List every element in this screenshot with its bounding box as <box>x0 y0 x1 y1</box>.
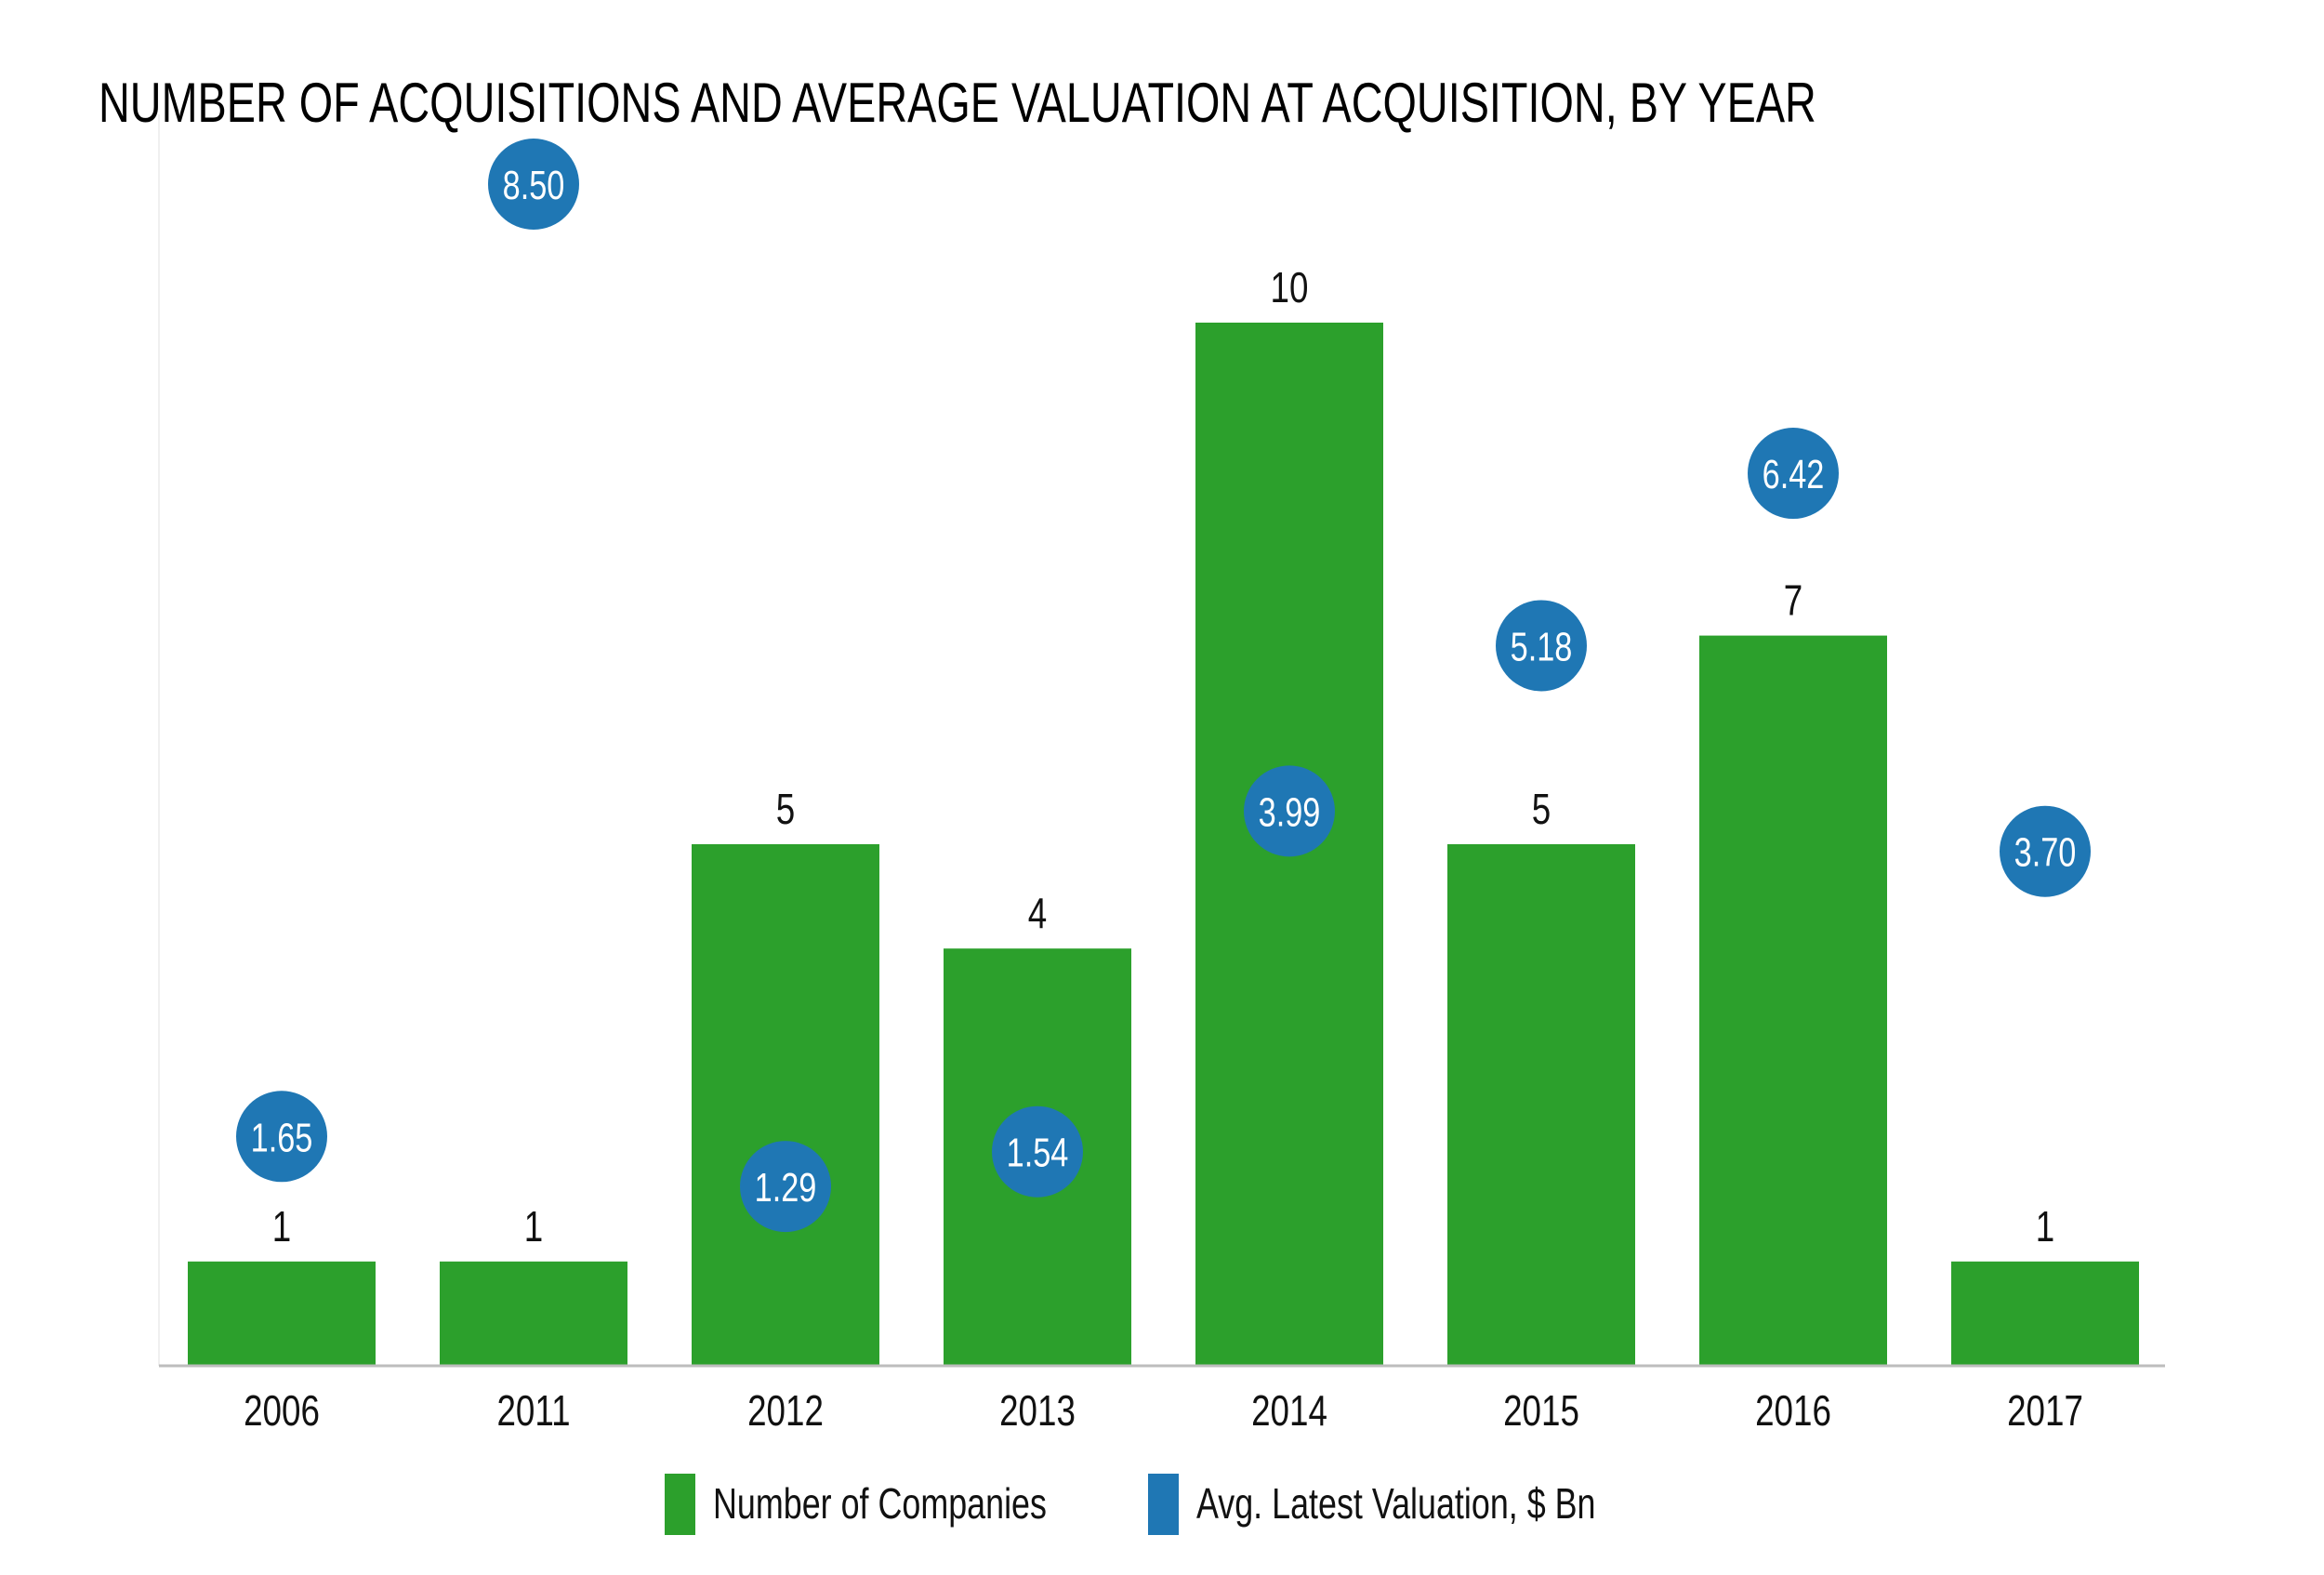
valuation-label-2011: 8.50 <box>503 163 565 208</box>
bar-value-labels: 1 1 5 4 10 5 7 1 <box>272 263 2054 1251</box>
valuation-bubble-2015 <box>1496 600 1587 692</box>
valuation-bubble-2016 <box>1748 428 1839 520</box>
valuation-bubble-2014 <box>1244 765 1335 857</box>
chart-title: NUMBER OF ACQUISITIONS AND AVERAGE VALUA… <box>99 72 1816 134</box>
bar-value-label-2017: 1 <box>2036 1202 2054 1251</box>
x-tick-labels: 2006 2011 2012 2013 2014 2015 2016 2017 <box>244 1386 2083 1435</box>
bar-value-label-2015: 5 <box>1532 785 1551 833</box>
bar-value-label-2016: 7 <box>1784 576 1802 625</box>
bar-value-label-2006: 1 <box>272 1202 291 1251</box>
valuation-label-2017: 3.70 <box>2014 830 2077 876</box>
legend-label-valuation: Avg. Latest Valuation, $ Bn <box>1196 1480 1596 1528</box>
bar-value-label-2012: 5 <box>776 785 795 833</box>
valuation-bubble-2012 <box>740 1141 831 1233</box>
x-tick-label-2016: 2016 <box>1755 1386 1831 1435</box>
x-tick-label-2015: 2015 <box>1503 1386 1579 1435</box>
valuation-label-2006: 1.65 <box>251 1115 313 1160</box>
valuation-bubbles-layer: 1.65 8.50 1.29 1.54 3.99 5.18 6.42 3.70 <box>236 139 2091 1233</box>
valuation-bubble-2013 <box>992 1105 1083 1198</box>
bar-2017 <box>1951 1261 2139 1366</box>
valuation-label-2014: 3.99 <box>1259 789 1321 835</box>
legend-swatch-companies <box>665 1474 695 1535</box>
valuation-label-2016: 6.42 <box>1763 452 1825 497</box>
x-tick-label-2011: 2011 <box>496 1386 570 1435</box>
x-tick-label-2006: 2006 <box>244 1386 320 1435</box>
bar-2006 <box>188 1261 376 1366</box>
x-tick-label-2014: 2014 <box>1251 1386 1327 1435</box>
legend-label-companies: Number of Companies <box>713 1480 1047 1528</box>
bar-2016 <box>1699 635 1887 1366</box>
x-tick-label-2017: 2017 <box>2007 1386 2083 1435</box>
legend-swatch-valuation <box>1148 1474 1179 1535</box>
bar-2011 <box>440 1261 627 1366</box>
bar-value-label-2014: 10 <box>1271 263 1309 311</box>
bars-layer <box>188 323 2139 1366</box>
x-tick-label-2013: 2013 <box>999 1386 1076 1435</box>
valuation-label-2012: 1.29 <box>755 1165 817 1211</box>
valuation-bubble-2011 <box>488 139 579 230</box>
bar-value-label-2011: 1 <box>524 1202 543 1251</box>
valuation-bubble-2006 <box>236 1091 327 1183</box>
valuation-bubble-2017 <box>2000 805 2091 897</box>
valuation-label-2013: 1.54 <box>1007 1131 1069 1176</box>
valuation-label-2015: 5.18 <box>1511 624 1573 669</box>
bar-2015 <box>1447 844 1635 1366</box>
x-tick-label-2012: 2012 <box>747 1386 824 1435</box>
bar-value-label-2013: 4 <box>1028 889 1047 937</box>
bar-2012 <box>692 844 879 1366</box>
legend: Number of Companies Avg. Latest Valuatio… <box>665 1474 1596 1535</box>
